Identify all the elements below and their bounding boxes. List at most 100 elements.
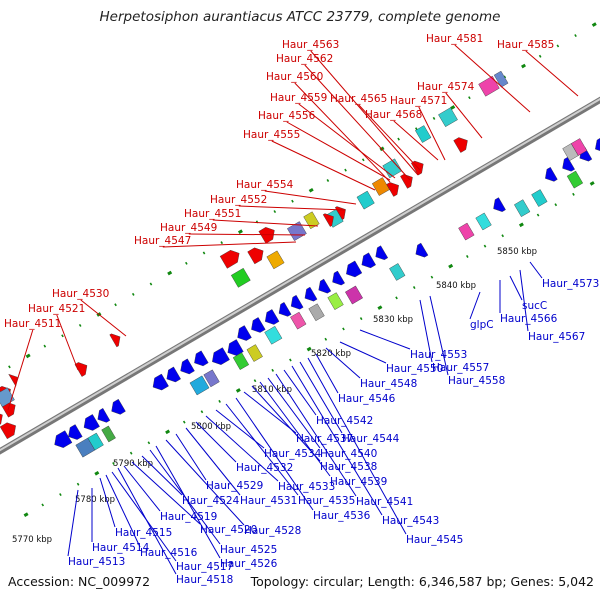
reverse-gene-label: Haur_4544 <box>342 433 400 445</box>
upper-track-tick <box>415 127 418 131</box>
upper-track-tick <box>220 241 224 245</box>
gene-feature <box>345 285 363 305</box>
lower-track-tick <box>430 275 434 279</box>
forward-gene <box>453 137 468 153</box>
reverse-leader-line <box>509 275 523 301</box>
reverse-gene-label: Haur_4553 <box>410 349 467 361</box>
upper-track-tick <box>167 270 173 276</box>
reverse-gene-label: Haur_4518 <box>176 574 233 586</box>
scale-label: 5780 kbp <box>75 495 115 505</box>
reverse-leader-line <box>185 427 241 496</box>
forward-leader-line <box>310 50 419 176</box>
reverse-gene <box>194 350 209 367</box>
gene-feature <box>389 263 406 281</box>
forward-gene <box>219 249 240 269</box>
lower-track-tick <box>94 470 100 476</box>
upper-track-tick <box>521 63 526 69</box>
reverse-gene-label: Haur_4539 <box>330 476 387 488</box>
upper-track-tick <box>43 344 47 348</box>
forward-gene <box>0 413 3 425</box>
forward-gene <box>386 182 399 197</box>
reverse-gene <box>278 302 292 317</box>
upper-track-tick <box>61 334 64 338</box>
lower-track-tick <box>271 368 275 372</box>
scale-label: 5810 kbp <box>252 385 292 395</box>
reverse-gene-label: Haur_4545 <box>406 534 463 546</box>
reverse-leader-line <box>251 385 321 462</box>
reverse-gene <box>415 242 429 258</box>
reverse-gene-label: Haur_4566 <box>500 313 558 325</box>
upper-track-tick <box>397 137 400 141</box>
gene-feature <box>475 212 492 231</box>
gene-feature <box>290 311 307 330</box>
reverse-leader-line <box>99 477 116 528</box>
forward-gene-label: Haur_4555 <box>243 129 300 141</box>
upper-track-tick <box>591 22 597 27</box>
gene-feature <box>356 190 375 210</box>
reverse-gene-label: Haur_4517 <box>176 561 233 573</box>
reverse-gene-label: glpC <box>470 319 494 331</box>
gene-feature <box>203 369 220 388</box>
reverse-gene <box>180 358 195 375</box>
lower-track-tick <box>23 512 29 517</box>
gene-feature <box>438 107 458 127</box>
reverse-gene-label: Haur_4558 <box>448 375 505 387</box>
genome-backbone-highlight <box>0 97 600 452</box>
forward-gene-label: Haur_4560 <box>266 71 323 83</box>
scale-label: 5840 kbp <box>436 281 476 291</box>
lower-track-tick <box>306 346 312 352</box>
reverse-gene <box>493 197 506 212</box>
lower-track-tick <box>76 482 80 486</box>
reverse-gene <box>545 167 558 182</box>
reverse-gene <box>251 317 266 333</box>
reverse-gene <box>346 260 363 278</box>
reverse-gene-label: Haur_4548 <box>360 378 417 390</box>
gene-feature <box>232 352 250 370</box>
forward-gene <box>109 333 121 348</box>
reverse-gene-label: Haur_4541 <box>356 496 413 508</box>
gene-feature <box>371 177 390 196</box>
reverse-gene-label: Haur_4526 <box>220 558 278 570</box>
reverse-gene <box>152 373 169 391</box>
forward-leader-line <box>188 233 306 236</box>
lower-track-tick <box>253 379 257 383</box>
lower-track-tick <box>342 327 345 331</box>
upper-track-tick <box>432 116 436 120</box>
forward-gene-label: Haur_4547 <box>134 235 191 247</box>
upper-track-tick <box>326 179 330 182</box>
upper-track-tick <box>185 261 188 265</box>
topology-text: Topology: circular; Length: 6,346,587 bp… <box>250 574 594 589</box>
reverse-gene <box>562 156 575 172</box>
upper-track-tick <box>202 251 206 255</box>
scale-label: 5820 kbp <box>311 349 351 359</box>
reverse-gene <box>318 278 332 294</box>
reverse-leader-line <box>267 377 321 449</box>
lower-track-tick <box>218 399 221 403</box>
lower-track-tick <box>589 181 595 186</box>
upper-track-tick <box>291 199 294 203</box>
forward-gene-label: Haur_4585 <box>497 39 554 51</box>
reverse-gene <box>264 309 280 325</box>
gene-feature <box>415 125 432 143</box>
gene-feature <box>570 138 588 156</box>
reverse-leader-line <box>469 291 481 320</box>
reverse-leader-line <box>131 461 201 525</box>
scale-label: 5790 kbp <box>113 459 153 469</box>
lower-track-tick <box>412 286 416 290</box>
forward-leader-line <box>271 140 376 191</box>
upper-track-tick <box>538 54 542 58</box>
gene-feature <box>303 211 320 230</box>
reverse-gene <box>237 325 252 341</box>
reverse-gene-label: Haur_4534 <box>264 448 322 460</box>
gene-feature <box>87 432 104 451</box>
reverse-leader-line <box>259 381 331 477</box>
reverse-gene <box>332 270 345 286</box>
reverse-leader-line <box>165 439 245 526</box>
forward-gene-label: Haur_4521 <box>28 303 85 315</box>
reverse-gene <box>361 252 376 269</box>
reverse-gene <box>595 138 600 151</box>
reverse-leader-line <box>155 445 221 559</box>
reverse-gene-label: Haur_4520 <box>200 524 257 536</box>
reverse-leader-line <box>175 433 207 481</box>
